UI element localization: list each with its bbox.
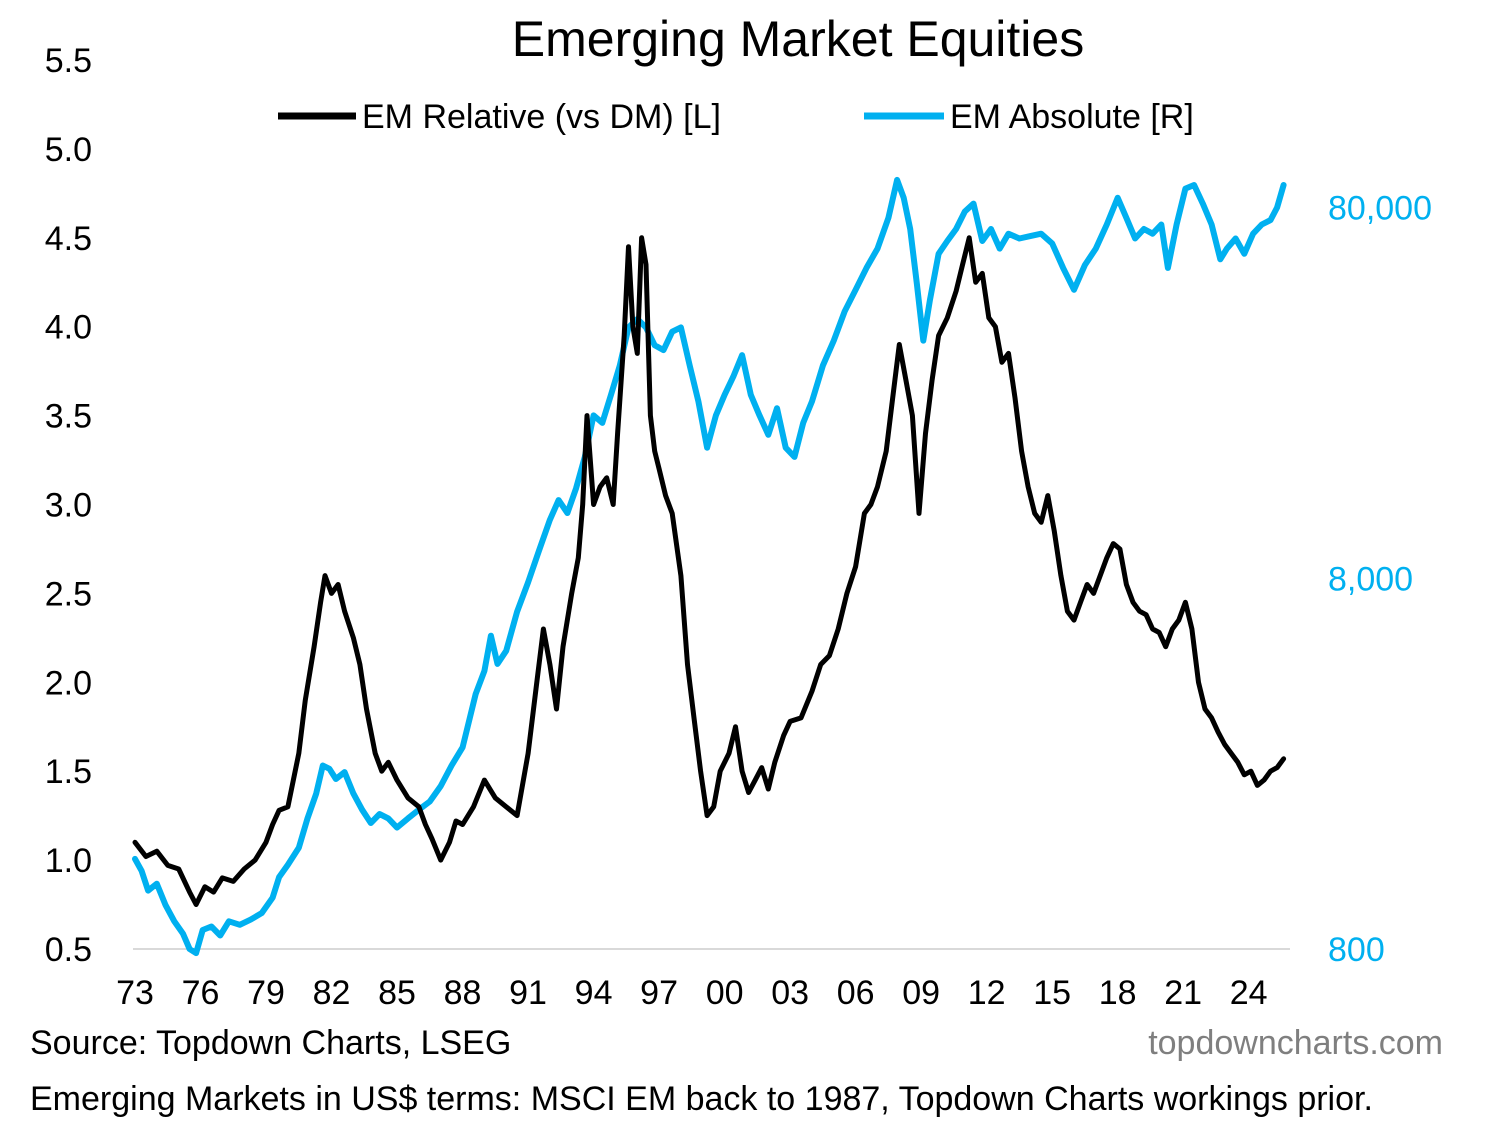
- x-axis-tick-label: 15: [1033, 974, 1071, 1012]
- series-line-em-absolute: [132, 176, 1287, 957]
- left-axis: 0.5 1.0 1.5 2.0 2.5 3.0 3.5 4.0 4.5 5.0 5.5: [45, 42, 92, 969]
- x-axis-tick-label: 82: [313, 974, 351, 1012]
- left-axis-tick-label: 5.0: [45, 131, 92, 169]
- x-axis-tick-label: 76: [182, 974, 220, 1012]
- x-axis-tick-label: 21: [1164, 974, 1202, 1012]
- x-axis-tick-label: 73: [116, 974, 154, 1012]
- left-axis-tick-label: 1.5: [45, 753, 92, 791]
- left-axis-tick-label: 3.0: [45, 487, 92, 525]
- legend-label-relative: EM Relative (vs DM) [L]: [362, 98, 721, 136]
- series-layer: [132, 176, 1287, 957]
- right-axis-tick-label: 800: [1328, 931, 1385, 969]
- legend: EM Relative (vs DM) [L] EM Absolute [R]: [278, 98, 1194, 136]
- left-axis-tick-label: 1.0: [45, 842, 92, 880]
- x-axis-tick-label: 85: [378, 974, 416, 1012]
- x-axis-tick-label: 97: [640, 974, 678, 1012]
- x-axis: 73 76 79 82 85 88 91 94 97 00 03 06 09 12 15 18 21 24: [116, 974, 1268, 1012]
- x-axis-tick-label: 06: [837, 974, 875, 1012]
- x-axis-tick-label: 91: [509, 974, 547, 1012]
- x-axis-tick-label: 79: [247, 974, 285, 1012]
- x-axis-tick-label: 24: [1230, 974, 1268, 1012]
- x-axis-tick-label: 88: [444, 974, 482, 1012]
- series-line-em-relative: [132, 235, 1287, 907]
- x-axis-tick-label: 18: [1099, 974, 1137, 1012]
- right-axis-tick-label: 8,000: [1328, 560, 1413, 598]
- brand-watermark: topdowncharts.com: [1148, 1024, 1443, 1062]
- left-axis-tick-label: 0.5: [45, 931, 92, 969]
- legend-label-absolute: EM Absolute [R]: [950, 98, 1194, 136]
- right-axis: 800 8,000 80,000: [1328, 190, 1432, 969]
- left-axis-tick-label: 4.5: [45, 220, 92, 258]
- chart-svg: Emerging Market Equities EM Relative (vs…: [45, 11, 1432, 1012]
- left-axis-tick-label: 2.5: [45, 575, 92, 613]
- chart-title: Emerging Market Equities: [512, 11, 1084, 67]
- left-axis-tick-label: 4.0: [45, 309, 92, 347]
- x-axis-tick-label: 94: [575, 974, 613, 1012]
- left-axis-tick-label: 5.5: [45, 42, 92, 80]
- x-axis-tick-label: 03: [771, 974, 809, 1012]
- source-note: Source: Topdown Charts, LSEG: [30, 1024, 512, 1062]
- left-axis-tick-label: 3.5: [45, 398, 92, 436]
- x-axis-tick-label: 12: [968, 974, 1006, 1012]
- x-axis-tick-label: 00: [706, 974, 744, 1012]
- x-axis-tick-label: 09: [902, 974, 940, 1012]
- right-axis-tick-label: 80,000: [1328, 190, 1432, 228]
- methodology-note: Emerging Markets in US$ terms: MSCI EM b…: [30, 1080, 1373, 1118]
- left-axis-tick-label: 2.0: [45, 664, 92, 702]
